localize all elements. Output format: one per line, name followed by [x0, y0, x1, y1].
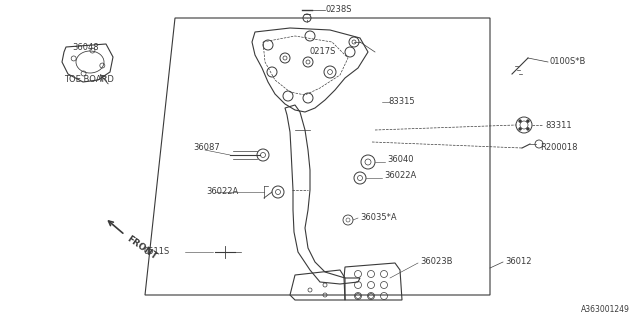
Text: 0217S: 0217S — [310, 47, 337, 57]
Text: 36012: 36012 — [505, 258, 531, 267]
Text: 83311: 83311 — [545, 121, 572, 130]
Text: TOE BOARD: TOE BOARD — [64, 76, 114, 84]
Text: R200018: R200018 — [540, 143, 577, 153]
Text: 36022A: 36022A — [384, 172, 416, 180]
Circle shape — [526, 127, 529, 130]
Text: 36087: 36087 — [193, 143, 220, 153]
Text: 36035*A: 36035*A — [360, 213, 397, 222]
Circle shape — [526, 120, 529, 123]
Text: 0238S: 0238S — [326, 5, 353, 14]
Text: 0100S*B: 0100S*B — [550, 58, 586, 67]
Text: 36040: 36040 — [387, 156, 413, 164]
Text: 0511S: 0511S — [143, 247, 169, 257]
Circle shape — [518, 127, 522, 130]
Text: 83315: 83315 — [388, 98, 415, 107]
Text: FRONT: FRONT — [125, 234, 159, 261]
Text: 36023B: 36023B — [420, 258, 452, 267]
Text: 36048: 36048 — [72, 44, 99, 52]
Text: A363001249: A363001249 — [581, 306, 630, 315]
Text: 36022A: 36022A — [206, 188, 238, 196]
Circle shape — [518, 120, 522, 123]
